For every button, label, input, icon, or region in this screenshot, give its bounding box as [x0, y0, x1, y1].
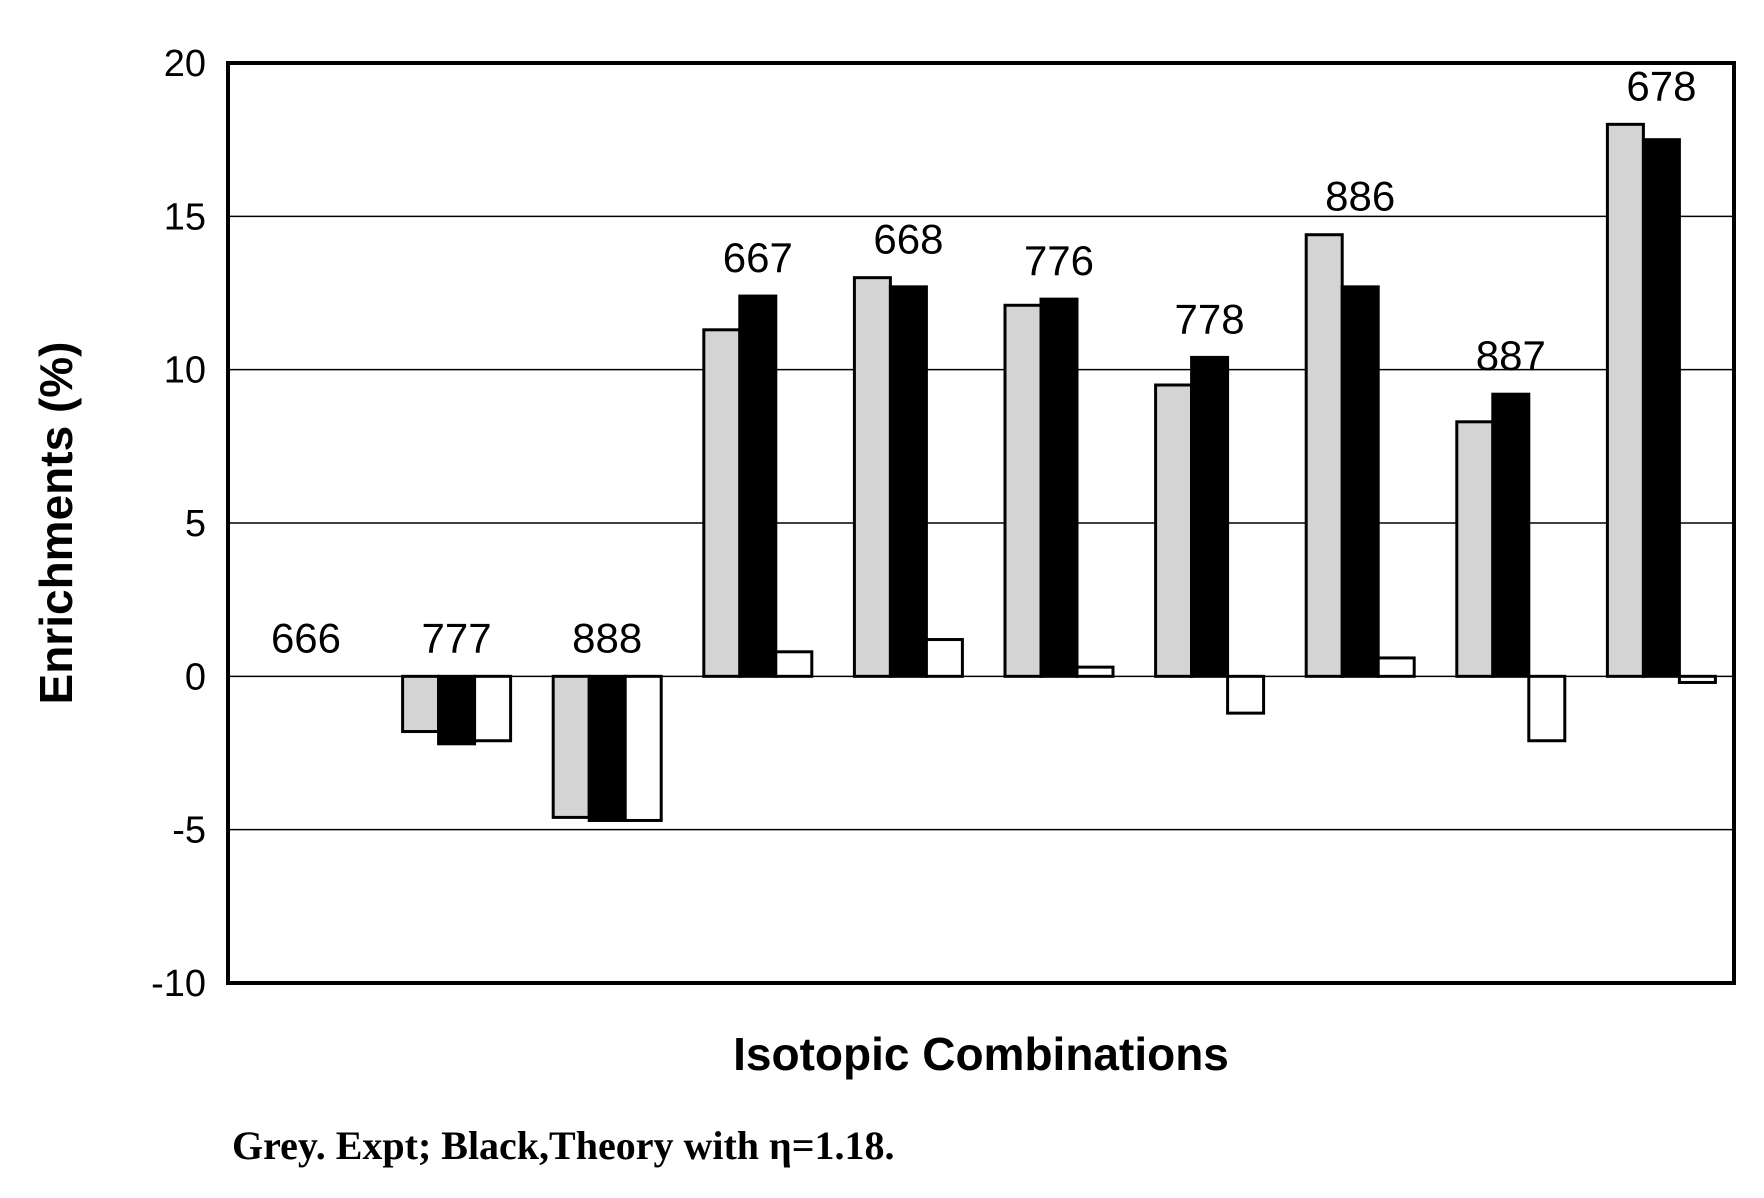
y-tick-label: -10 [151, 963, 206, 1005]
category-label: 887 [1476, 332, 1546, 379]
category-label: 667 [723, 234, 793, 281]
category-label: 886 [1325, 173, 1395, 220]
bar [1677, 674, 1717, 684]
bar [437, 674, 477, 746]
bar [1605, 122, 1645, 678]
category-labels: 666 777 888 667 668 776 778 886 887 678 [271, 62, 1696, 661]
bar [551, 674, 591, 819]
bar [1003, 303, 1043, 678]
category-label: 666 [271, 614, 341, 661]
bar [1304, 233, 1344, 678]
y-tick-label: 5 [185, 503, 206, 545]
y-tick-label: 15 [164, 196, 206, 238]
y-tick-label: 20 [164, 43, 206, 85]
bar [1190, 355, 1230, 678]
bar [1039, 297, 1079, 678]
bar [1226, 674, 1266, 715]
category-label: 778 [1175, 295, 1245, 342]
bar [473, 674, 513, 743]
x-axis-title: Isotopic Combinations [733, 1028, 1229, 1080]
bar [623, 674, 663, 822]
bars [401, 122, 1717, 822]
bar [1491, 392, 1531, 678]
bar [1075, 665, 1115, 678]
y-tick-label: 0 [185, 656, 206, 698]
category-label: 888 [572, 614, 642, 661]
category-label: 776 [1024, 237, 1094, 284]
y-tick-label: 10 [164, 350, 206, 392]
bar [1527, 674, 1567, 743]
bar [1340, 285, 1380, 678]
bar [1455, 420, 1495, 678]
bar [1641, 138, 1681, 678]
category-label: 668 [873, 216, 943, 263]
bar [587, 674, 627, 822]
category-label: 777 [422, 614, 492, 661]
bar [1376, 656, 1416, 678]
y-tick-labels: 20 15 10 5 0 -5 -10 [151, 43, 206, 1005]
figure-caption: Grey. Expt; Black,Theory with η=1.18. [232, 1123, 895, 1168]
bar [924, 638, 964, 678]
y-axis-title: Enrichments (%) [30, 342, 82, 705]
bar [852, 276, 892, 678]
bar [1154, 383, 1194, 678]
bar [702, 328, 742, 678]
bar [738, 294, 778, 678]
bar [888, 285, 928, 678]
bar [774, 650, 814, 678]
plot-frame [226, 61, 1736, 985]
category-label: 678 [1626, 62, 1696, 109]
bar [401, 674, 441, 734]
y-tick-label: -5 [172, 810, 206, 852]
